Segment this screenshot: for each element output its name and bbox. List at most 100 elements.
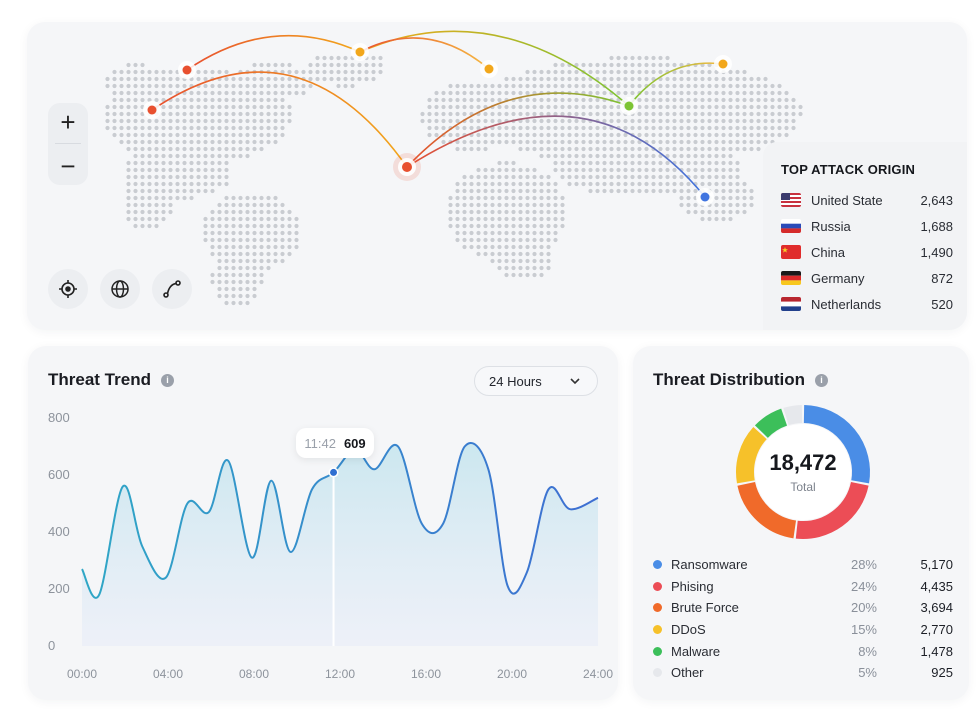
attack-node[interactable] (700, 192, 710, 202)
origin-country: Russia (811, 218, 851, 234)
origin-row-us[interactable]: United State 2,643 (781, 187, 953, 213)
ru-flag-icon (781, 219, 801, 233)
x-tick-label: 12:00 (325, 667, 355, 681)
threat-distribution-title: Threat Distribution i (653, 370, 829, 390)
legend-value: 2,770 (920, 622, 953, 638)
highlight-point[interactable] (330, 468, 338, 476)
legend-item[interactable]: DDoS 15% 2,770 (653, 619, 953, 641)
threat-distribution-card: Threat Distribution i 18,472 Total Ranso… (633, 346, 969, 700)
locate-button[interactable] (48, 269, 88, 309)
info-icon[interactable]: i (160, 373, 174, 387)
donut-hole (755, 424, 851, 520)
donut-slice[interactable] (783, 405, 803, 426)
zoom-in-button[interactable]: + (60, 107, 76, 138)
panel-title: TOP ATTACK ORIGIN (781, 162, 916, 177)
origin-value: 1,688 (920, 218, 953, 234)
donut-slice[interactable] (754, 408, 788, 439)
y-tick-label: 800 (48, 410, 70, 425)
legend-value: 4,435 (920, 578, 953, 594)
threat-trend-card: Threat Trend i 24 Hours 800 600 400 200 0 00:… (28, 346, 618, 700)
legend-item[interactable]: Other 5% 925 (653, 662, 953, 684)
route-view-button[interactable] (152, 269, 192, 309)
threat-trend-title: Threat Trend i (48, 370, 174, 390)
donut-total-label: Total (790, 480, 816, 494)
donut-slice[interactable] (795, 481, 869, 539)
attack-node[interactable] (718, 59, 728, 69)
legend-name: Malware (671, 643, 721, 659)
origin-row-ru[interactable]: Russia 1,688 (781, 213, 953, 239)
x-tick-label: 04:00 (153, 667, 183, 681)
de-flag-icon (781, 271, 801, 285)
legend-percent: 28% (850, 557, 877, 573)
legend-dot (653, 646, 662, 656)
origin-country: Germany (811, 270, 865, 286)
y-tick-label: 400 (48, 524, 70, 539)
globe-view-button[interactable] (100, 269, 140, 309)
legend-percent: 20% (850, 600, 877, 616)
legend-dot (653, 603, 662, 613)
x-tick-label: 24:00 (583, 667, 613, 681)
legend-dot (653, 560, 662, 570)
legend-dot (653, 581, 662, 591)
origin-country: China (811, 244, 845, 260)
origin-row-cn[interactable]: China 1,490 (781, 239, 953, 265)
world-attack-map[interactable] (27, 22, 967, 330)
origin-row-de[interactable]: Germany 872 (781, 265, 953, 291)
donut-slice[interactable] (736, 427, 767, 484)
attack-node[interactable] (147, 105, 157, 115)
y-tick-label: 200 (48, 581, 70, 596)
distribution-legend: Ransomware 28% 5,170 Phising 24% 4,435 Brute F… (653, 554, 953, 684)
origin-country: United State (811, 192, 883, 208)
x-tick-label: 08:00 (239, 667, 269, 681)
cn-flag-icon (781, 245, 801, 259)
attack-node[interactable] (355, 47, 365, 57)
origin-value: 1,490 (920, 244, 953, 260)
info-icon[interactable]: i (815, 373, 829, 387)
legend-item[interactable]: Brute Force 20% 3,694 (653, 597, 953, 619)
attack-arc (406, 92, 630, 168)
time-range-value: 24 Hours (489, 373, 542, 389)
donut-chart[interactable] (733, 402, 873, 542)
attack-target-node[interactable] (402, 162, 412, 172)
legend-item[interactable]: Malware 8% 1,478 (653, 640, 953, 662)
card-title-text: Threat Trend (48, 370, 151, 389)
origin-value: 2,643 (920, 192, 953, 208)
attack-arc (186, 34, 361, 71)
legend-value: 5,170 (920, 557, 953, 573)
legend-dot (653, 625, 662, 635)
legend-percent: 24% (850, 578, 877, 594)
card-title-text: Threat Distribution (653, 370, 806, 389)
top-attack-origin-panel: TOP ATTACK ORIGIN United State 2,643 Rus… (763, 142, 967, 330)
legend-item[interactable]: Phising 24% 4,435 (653, 576, 953, 598)
attack-arc (628, 62, 724, 107)
origin-value: 872 (931, 270, 953, 286)
zoom-out-button[interactable]: − (60, 150, 76, 181)
threat-trend-chart[interactable]: 800 600 400 200 0 00:00 04:00 08:00 12:00 16:00 20… (28, 346, 618, 700)
legend-item[interactable]: Ransomware 28% 5,170 (653, 554, 953, 576)
legend-name: Other (671, 665, 704, 681)
tooltip-time: 11:42 (304, 435, 336, 451)
donut-slice[interactable] (803, 405, 870, 484)
legend-value: 1,478 (920, 643, 953, 659)
legend-name: Brute Force (671, 600, 739, 616)
attack-node[interactable] (484, 64, 494, 74)
legend-name: DDoS (671, 622, 706, 638)
legend-percent: 15% (850, 622, 877, 638)
attack-arc (151, 71, 408, 168)
time-range-select[interactable]: 24 Hours (474, 366, 598, 396)
legend-dot (653, 668, 662, 678)
origin-row-nl[interactable]: Netherlands 520 (781, 291, 953, 317)
zoom-controls: + − (48, 103, 88, 185)
donut-center: 18,472 Total (733, 402, 873, 542)
legend-name: Phising (671, 578, 714, 594)
attack-node[interactable] (182, 65, 192, 75)
y-tick-label: 600 (48, 467, 70, 482)
donut-slice[interactable] (737, 481, 797, 539)
distribution-donut[interactable]: 18,472 Total (733, 402, 873, 542)
legend-percent: 5% (858, 665, 877, 681)
origin-country: Netherlands (811, 296, 882, 312)
attack-node[interactable] (624, 101, 634, 111)
x-tick-label: 20:00 (497, 667, 527, 681)
legend-value: 3,694 (920, 600, 953, 616)
origin-value: 520 (931, 296, 953, 312)
